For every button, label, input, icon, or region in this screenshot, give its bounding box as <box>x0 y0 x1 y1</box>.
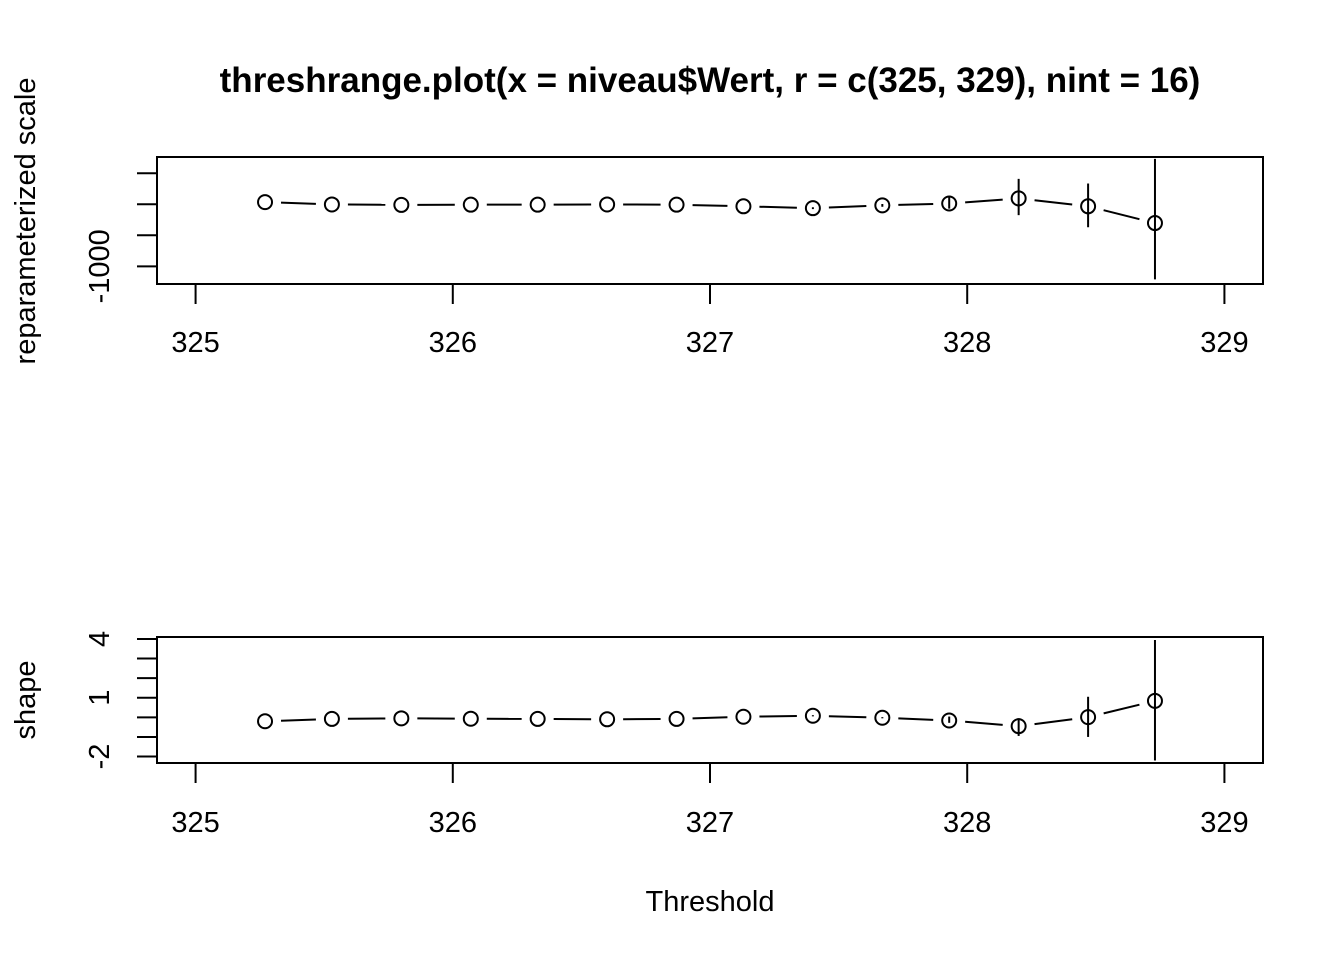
shape-point <box>1080 709 1097 726</box>
scale-x-tick-label: 325 <box>171 327 219 359</box>
scale-connector <box>898 202 934 206</box>
scale-point <box>462 196 479 213</box>
shape-point <box>941 712 958 729</box>
shape-point <box>1146 692 1163 709</box>
scale-y-axis-label: reparameterized scale <box>10 78 42 365</box>
scale-point <box>1146 215 1163 232</box>
shape-connector <box>965 720 1003 726</box>
shape-point <box>257 713 274 730</box>
x-axis-label: Threshold <box>646 886 775 918</box>
shape-point <box>462 710 479 727</box>
shape-point <box>668 710 685 727</box>
scale-y-tick-label: -1000 <box>84 229 116 303</box>
scale-point <box>941 195 958 212</box>
scale-point <box>804 200 821 217</box>
shape-y-tick-label: 1 <box>84 690 116 706</box>
scale-connector <box>828 205 867 209</box>
scale-connector <box>759 205 797 209</box>
figure-title: threshrange.plot(x = niveau$Wert, r = c(… <box>220 61 1201 100</box>
scale-connector <box>1103 209 1140 221</box>
shape-x-tick-label: 326 <box>429 807 477 839</box>
scale-connector <box>692 204 728 207</box>
shape-panel: shape Threshold 325 326 327 328 329 -2 1 4 <box>10 631 1264 918</box>
shape-connector <box>1103 703 1140 715</box>
shape-point <box>393 710 410 727</box>
shape-x-tick-label: 328 <box>943 807 991 839</box>
shape-point <box>1010 718 1027 735</box>
scale-point <box>393 196 410 213</box>
scale-panel: reparameterized scale 325 326 327 328 329 -10… <box>10 78 1264 365</box>
scale-point <box>1080 198 1097 215</box>
scale-point <box>735 198 752 215</box>
scale-x-tick-label: 328 <box>943 327 991 359</box>
shape-y-tick-label: -2 <box>84 744 116 770</box>
scale-x-tick-label: 326 <box>429 327 477 359</box>
shape-point <box>735 708 752 725</box>
scale-point <box>599 196 616 213</box>
shape-x-tick-label: 329 <box>1200 807 1248 839</box>
scale-connector <box>965 198 1003 204</box>
shape-point <box>874 709 891 726</box>
shape-point <box>804 707 821 724</box>
scale-point <box>323 196 340 213</box>
shape-point <box>529 710 546 727</box>
scale-point <box>257 194 274 211</box>
shape-connector <box>1034 718 1073 726</box>
scale-point <box>529 196 546 213</box>
shape-point <box>599 711 616 728</box>
scale-x-tick-label: 327 <box>686 327 734 359</box>
scale-plot-frame <box>156 156 1264 285</box>
scale-point <box>874 197 891 214</box>
scale-point <box>668 196 685 213</box>
scale-connector <box>1034 199 1073 206</box>
shape-x-tick-label: 325 <box>171 807 219 839</box>
shape-point <box>323 710 340 727</box>
shape-connector <box>692 716 728 720</box>
shape-y-axis-label: shape <box>10 660 42 739</box>
shape-connector <box>828 715 867 719</box>
shape-connector <box>280 718 316 722</box>
shape-x-tick-label: 327 <box>686 807 734 839</box>
scale-x-tick-label: 329 <box>1200 327 1248 359</box>
scale-connector <box>280 201 316 205</box>
shape-plot-frame <box>156 636 1264 764</box>
shape-y-tick-label: 4 <box>84 631 116 647</box>
shape-connector <box>898 717 934 721</box>
shape-connector <box>759 715 797 718</box>
scale-point <box>1010 190 1027 207</box>
